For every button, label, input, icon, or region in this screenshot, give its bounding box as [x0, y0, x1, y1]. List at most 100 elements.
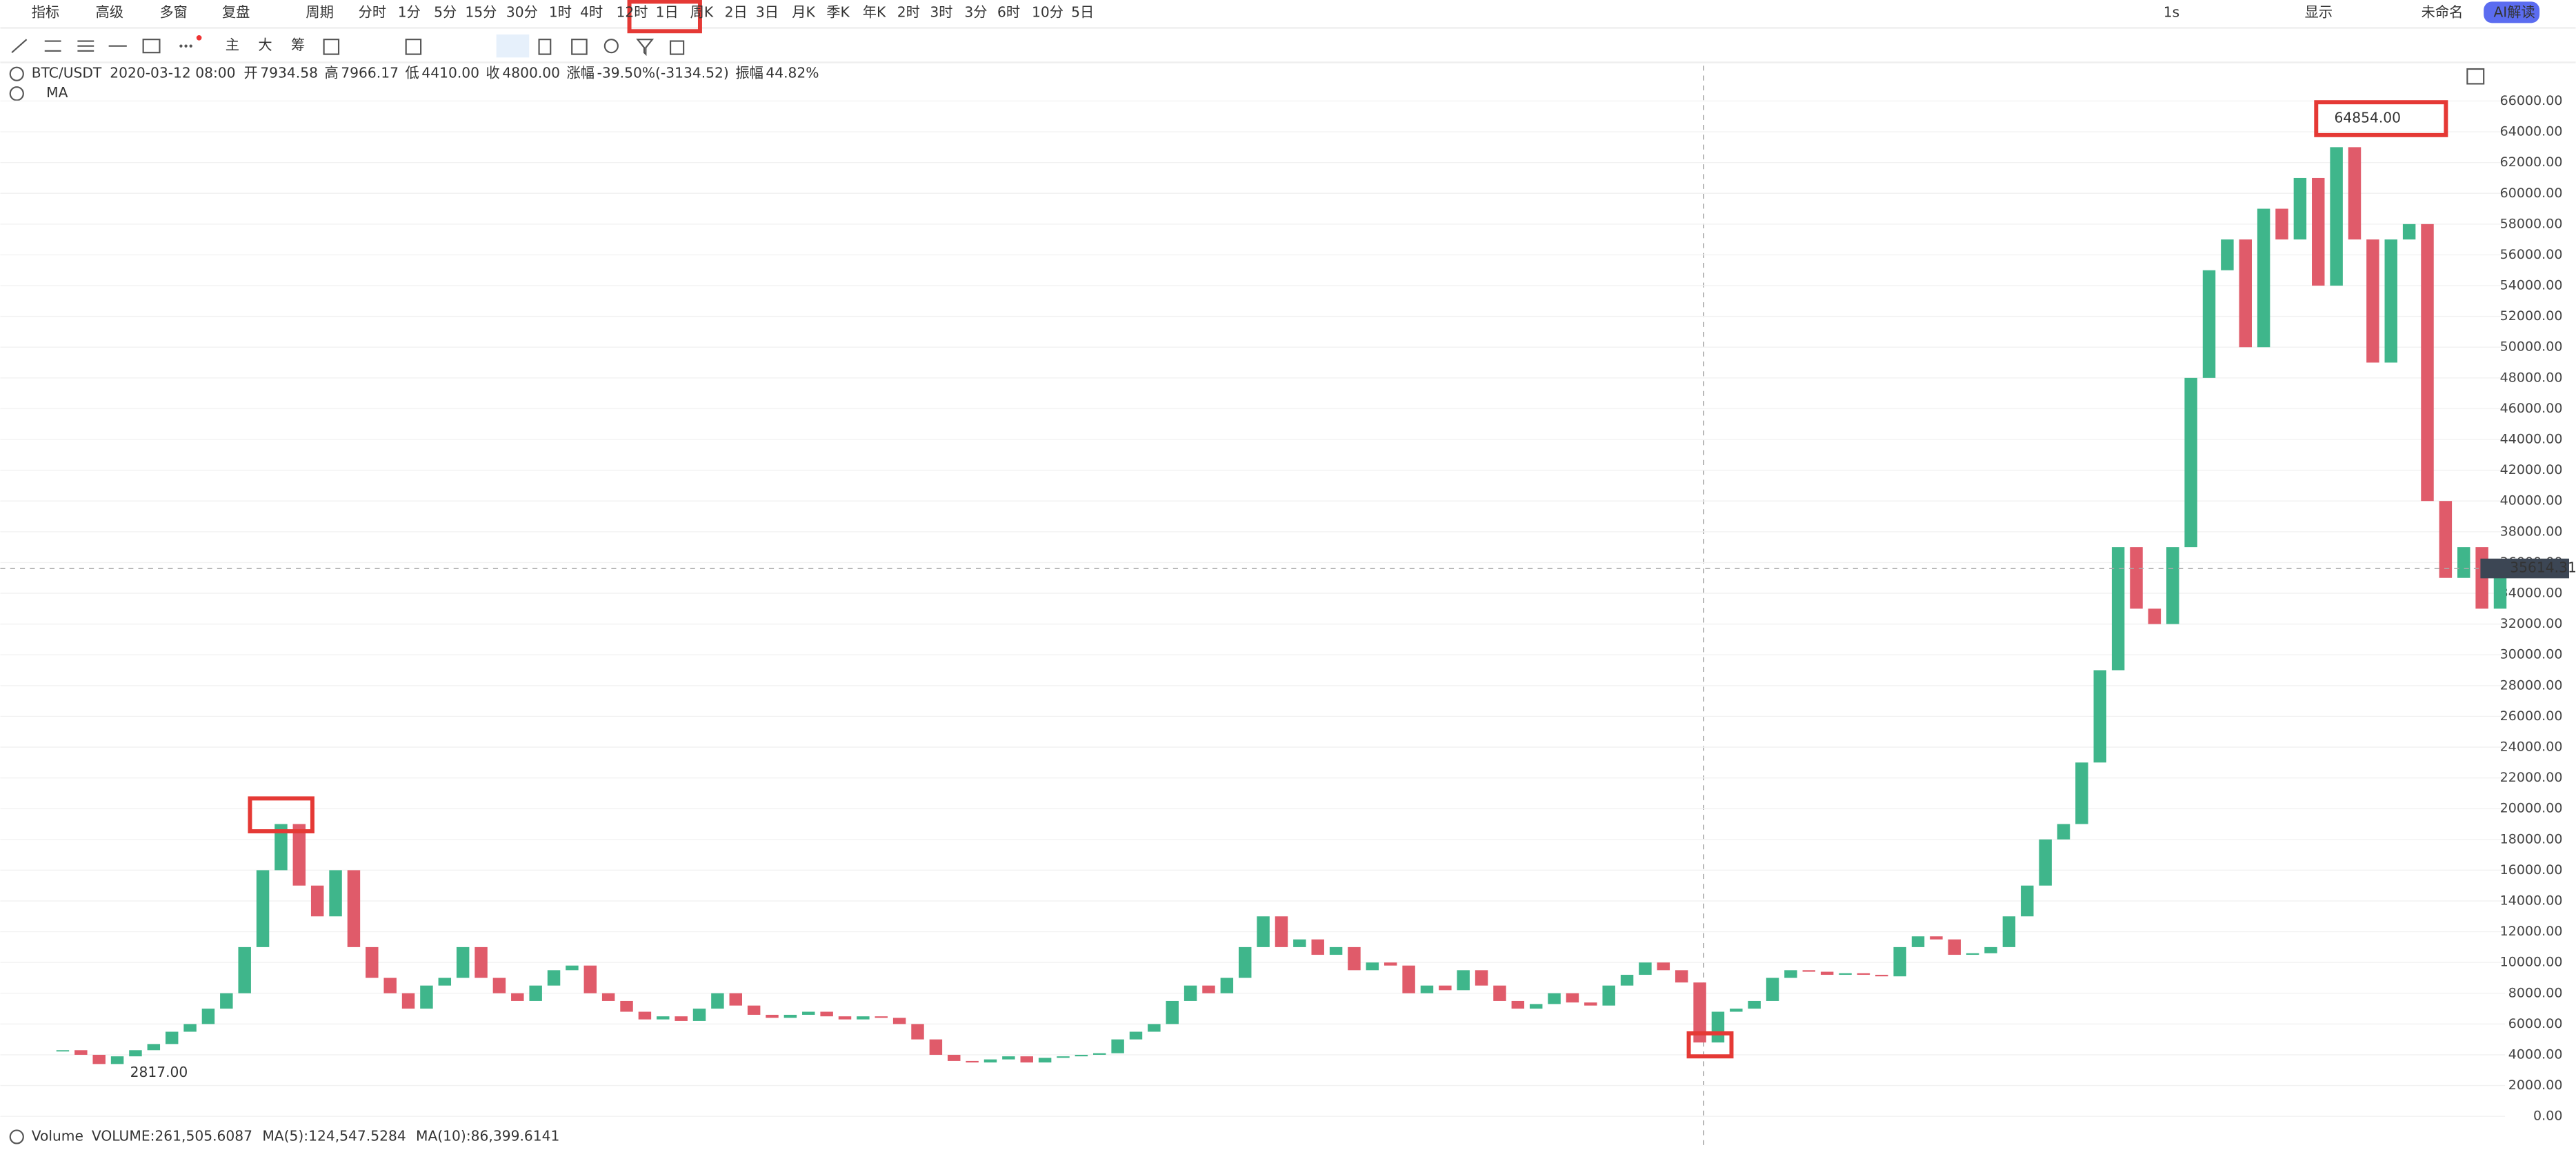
- candle: [1802, 970, 1816, 972]
- toolbar-item[interactable]: 4时: [580, 4, 603, 21]
- toolbar-item[interactable]: 月K: [792, 4, 815, 21]
- candle: [1839, 973, 1852, 975]
- toolbar-item[interactable]: 分时: [359, 4, 386, 21]
- y-tick-label: 54000.00: [2500, 278, 2563, 293]
- info-value: 7934.58: [260, 65, 318, 81]
- indicator-button[interactable]: 大: [258, 37, 272, 53]
- candle: [1966, 953, 1979, 955]
- info-label: 高: [324, 65, 338, 81]
- candle: [420, 985, 433, 1009]
- toolbar-item[interactable]: 1日: [656, 4, 679, 21]
- toolbar-right-item[interactable]: 显示: [2305, 4, 2333, 21]
- candle: [110, 1056, 124, 1064]
- toolbar-right-item[interactable]: 未命名: [2422, 4, 2464, 21]
- info-value: 7966.17: [341, 65, 399, 81]
- toolbar-item[interactable]: 年K: [863, 4, 886, 21]
- candle: [256, 870, 270, 947]
- candle: [1220, 978, 1234, 993]
- info-label: 开: [243, 65, 257, 81]
- toolbar-item[interactable]: 10分: [1032, 4, 1064, 21]
- ma-label: MA: [46, 84, 68, 101]
- candle: [347, 870, 361, 947]
- candle: [329, 870, 342, 917]
- drawing-icons: [11, 34, 685, 58]
- candle: [1748, 1000, 1761, 1009]
- candle: [1457, 970, 1470, 991]
- toolbar-item[interactable]: 3分: [964, 4, 987, 21]
- toolbar-item[interactable]: 30分: [506, 4, 538, 21]
- candle: [1639, 962, 1652, 975]
- candle: [1348, 946, 1361, 971]
- candle: [1548, 993, 1561, 1004]
- toolbar-item[interactable]: 15分: [465, 4, 497, 21]
- candle: [1675, 970, 1688, 983]
- indicator-button[interactable]: 筹: [291, 37, 305, 53]
- candle: [2366, 239, 2379, 363]
- info-label: 涨幅: [567, 65, 595, 81]
- fullscreen-icon[interactable]: [2466, 68, 2485, 85]
- candle: [2402, 224, 2416, 240]
- candle: [2257, 208, 2270, 348]
- toolbar-item[interactable]: 2日: [725, 4, 748, 21]
- candle: [2075, 762, 2088, 824]
- toolbar-item[interactable]: 3时: [930, 4, 952, 21]
- y-tick-label: 40000.00: [2500, 493, 2563, 508]
- candle: [1857, 973, 1870, 975]
- candle: [620, 1000, 633, 1012]
- candle: [1784, 970, 1797, 978]
- toolbar-item[interactable]: 季K: [826, 4, 850, 21]
- y-tick-label: 20000.00: [2500, 801, 2563, 816]
- highlight-box: [627, 0, 702, 34]
- candle: [2111, 547, 2125, 671]
- candle: [911, 1024, 924, 1040]
- toolbar-item[interactable]: 1分: [398, 4, 421, 21]
- candle: [438, 978, 452, 986]
- crosshair-price: 35614.31: [2510, 559, 2576, 576]
- candle: [875, 1016, 888, 1018]
- toolbar-item[interactable]: 5日: [1071, 4, 1094, 21]
- candle: [1948, 939, 1961, 955]
- toolbar-item[interactable]: 1时: [549, 4, 572, 21]
- highlight-box: [248, 796, 314, 833]
- candle: [1511, 1000, 1525, 1009]
- candle: [1984, 946, 1997, 953]
- candle: [1238, 946, 1252, 978]
- candle: [2057, 824, 2070, 840]
- candle: [292, 824, 306, 886]
- toolbar-item[interactable]: 复盘: [222, 4, 250, 21]
- candle: [1366, 962, 1379, 971]
- toolbar-item[interactable]: 周K: [690, 4, 714, 21]
- candle: [1566, 993, 1579, 1003]
- indicator-button[interactable]: 主: [226, 37, 239, 53]
- candle: [1402, 965, 1415, 993]
- y-tick-label: 0.00: [2533, 1109, 2562, 1124]
- y-tick-label: 56000.00: [2500, 247, 2563, 262]
- toolbar-item[interactable]: 指标: [32, 4, 59, 21]
- toolbar-right-item[interactable]: 1s: [2164, 4, 2179, 21]
- toolbar-item[interactable]: 3日: [756, 4, 779, 21]
- candle: [1129, 1031, 1143, 1040]
- candle: [1693, 982, 1706, 1043]
- toolbar-item[interactable]: 高级: [96, 4, 123, 21]
- toolbar-item[interactable]: 周期: [306, 4, 333, 21]
- toolbar-right-item[interactable]: AI解读: [2493, 4, 2535, 21]
- candle: [1184, 985, 1197, 1001]
- toolbar-item[interactable]: 6时: [997, 4, 1020, 21]
- y-tick-label: 24000.00: [2500, 740, 2563, 755]
- toolbar-item[interactable]: 2时: [897, 4, 920, 21]
- candle: [1439, 985, 1452, 991]
- toolbar-item[interactable]: 多窗: [159, 4, 187, 21]
- candle: [2239, 239, 2252, 348]
- candle: [1166, 1000, 1179, 1024]
- candle: [1766, 978, 1779, 1001]
- candle: [1038, 1058, 1052, 1063]
- y-tick-label: 46000.00: [2500, 401, 2563, 416]
- candle: [274, 824, 288, 871]
- y-tick-label: 32000.00: [2500, 616, 2563, 631]
- candle: [838, 1016, 852, 1020]
- candle: [1093, 1053, 1106, 1055]
- candle: [1111, 1039, 1124, 1053]
- toolbar-item[interactable]: 5分: [434, 4, 457, 21]
- ai-button[interactable]: [2484, 1, 2540, 23]
- toolbar-item[interactable]: 12时: [616, 4, 648, 21]
